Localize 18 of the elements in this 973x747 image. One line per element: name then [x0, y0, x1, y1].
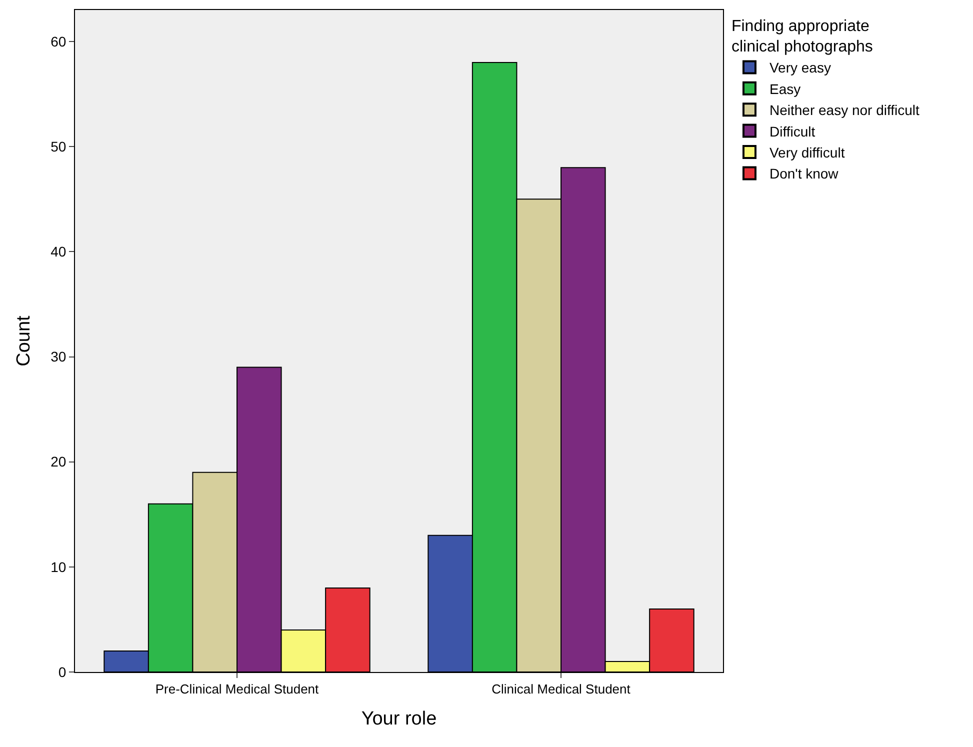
x-tick-label: Clinical Medical Student — [492, 682, 631, 697]
legend-label: Very difficult — [769, 144, 845, 160]
y-tick-label: 0 — [58, 664, 66, 680]
y-tick-label: 30 — [50, 348, 66, 365]
y-tick-label: 50 — [50, 138, 66, 154]
y-tick-label: 10 — [50, 558, 66, 575]
y-tick-label: 20 — [50, 454, 66, 470]
legend-label: Difficult — [769, 123, 816, 140]
legend-label: Easy — [769, 80, 801, 97]
legend-label: Don't know — [769, 166, 840, 182]
y-axis-title: Count — [13, 314, 34, 366]
y-tick-label: 60 — [50, 33, 66, 50]
x-axis-title: Your role — [361, 708, 437, 730]
legend-label: Very easy — [769, 60, 831, 76]
legend-title: Finding appropriate clinical photographs — [731, 18, 873, 56]
x-tick-label: Pre-Clinical Medical Student — [155, 682, 320, 697]
y-tick-label: 40 — [50, 244, 66, 260]
legend-label: Neither easy nor difficult — [769, 102, 920, 118]
